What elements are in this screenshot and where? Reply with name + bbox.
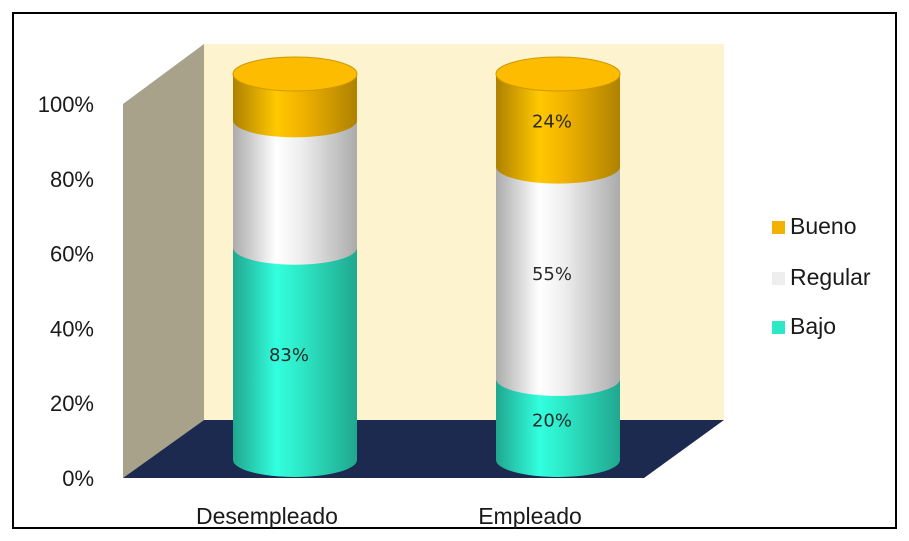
legend-swatch <box>772 272 785 285</box>
legend-label: Bajo <box>790 313 836 339</box>
y-tick-label: 100% <box>38 92 94 117</box>
side-wall <box>123 44 204 478</box>
legend-label: Regular <box>790 264 871 290</box>
y-tick-label: 60% <box>50 242 94 267</box>
legend-item-bajo: Bajo <box>772 313 836 339</box>
y-tick-label: 0% <box>62 466 94 491</box>
bar-segment-bajo <box>496 378 620 477</box>
bar-top-cap <box>495 56 621 92</box>
chart-frame: 0% 20% 40% 60% 80% 100% 83% Desempleado 20% 55% 24… <box>12 12 897 529</box>
legend-item-regular: Regular <box>772 264 871 290</box>
legend-swatch <box>772 221 785 234</box>
data-label: 24% <box>532 111 572 132</box>
bar-segment-regular <box>233 120 357 265</box>
bar-empleado: 20% 55% 24% <box>495 56 621 477</box>
bar-top-cap <box>232 56 358 92</box>
y-tick-label: 20% <box>50 391 94 416</box>
floor <box>123 420 724 478</box>
y-tick-label: 40% <box>50 316 94 341</box>
category-label: Empleado <box>478 503 582 529</box>
legend-swatch <box>772 321 785 334</box>
data-label: 55% <box>532 264 572 285</box>
category-label: Desempleado <box>196 503 338 529</box>
data-label: 20% <box>532 410 572 431</box>
y-tick-label: 80% <box>50 167 94 192</box>
chart-svg: 0% 20% 40% 60% 80% 100% 83% Desempleado 20% 55% 24… <box>38 44 871 529</box>
data-label: 83% <box>269 345 309 366</box>
bar-segment-bueno <box>496 74 620 184</box>
bar-segment-bajo <box>233 247 357 477</box>
bar-segment-bueno <box>233 74 357 138</box>
legend-label: Bueno <box>790 213 857 239</box>
bar-segment-regular <box>496 166 620 396</box>
legend-item-bueno: Bueno <box>772 213 857 239</box>
bar-desempleado: 83% <box>232 56 358 477</box>
